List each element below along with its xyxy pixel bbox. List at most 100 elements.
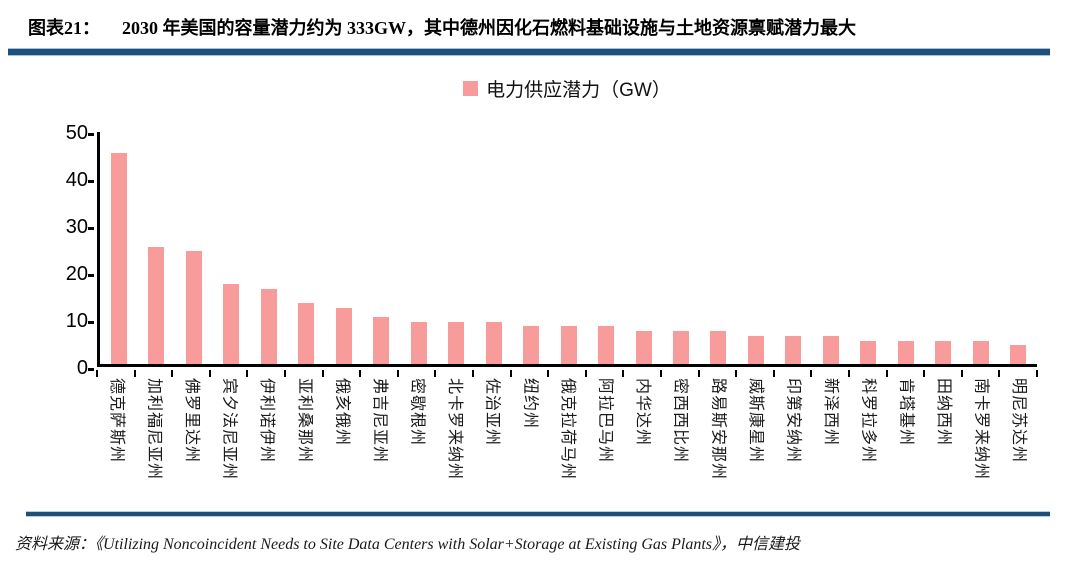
bar-slot — [212, 132, 249, 364]
bar-威斯康星州 — [747, 335, 764, 364]
y-tick-label-20: 20 — [65, 263, 88, 285]
bar-slot — [812, 132, 849, 364]
y-tick-mark — [88, 320, 94, 324]
chart-legend: 电力供应潜力（GW） — [97, 76, 1037, 101]
bar-新泽西州 — [822, 335, 839, 364]
x-label-slot: 印第安纳州 — [774, 378, 812, 516]
bar-弗吉尼亚州 — [373, 317, 390, 364]
x-label-slot: 俄克拉荷马州 — [548, 378, 586, 516]
x-label-slot: 田纳西州 — [924, 378, 962, 516]
figure-title: 图表21： 2030 年美国的容量潜力约为 333GW，其中德州因化石燃料基础设施… — [28, 16, 1058, 40]
source-note: 资料来源：《Utilizing Noncoincident Needs to S… — [15, 536, 800, 553]
bar-俄亥俄州 — [335, 307, 352, 364]
bar-slot — [662, 132, 699, 364]
bar-slot — [287, 132, 324, 364]
x-label-slot: 密歇根州 — [398, 378, 436, 516]
y-tick-mark — [88, 367, 94, 371]
y-tick-label-10: 10 — [65, 310, 88, 332]
x-tick-mark — [96, 370, 98, 377]
y-tick-label-0: 0 — [76, 357, 88, 379]
x-tick-mark — [472, 370, 474, 377]
bar-俄克拉荷马州 — [560, 326, 577, 364]
x-label-slot: 路易斯安那州 — [699, 378, 737, 516]
bar-slot — [850, 132, 887, 364]
x-tick-label-威斯康星州: 威斯康星州 — [746, 378, 764, 464]
bar-slot — [625, 132, 662, 364]
x-label-slot: 德克萨斯州 — [97, 378, 135, 516]
x-tick-label-密歇根州: 密歇根州 — [408, 378, 426, 447]
x-tick-mark — [622, 370, 625, 377]
x-tick-label-新泽西州: 新泽西州 — [822, 378, 840, 447]
x-label-slot: 弗吉尼亚州 — [360, 378, 398, 516]
x-tick-label-宾夕法尼亚州: 宾夕法尼亚州 — [220, 378, 238, 481]
x-tick-label-南卡罗来纳州: 南卡罗来纳州 — [972, 378, 990, 481]
x-tick-label-俄克拉荷马州: 俄克拉荷马州 — [558, 378, 576, 481]
x-tick-label-佛罗里达州: 佛罗里达州 — [182, 378, 200, 464]
bars — [100, 132, 1037, 364]
x-tick-mark — [171, 370, 174, 377]
bar-slot — [250, 132, 287, 364]
x-tick-mark — [434, 370, 437, 377]
bar-slot — [400, 132, 437, 364]
bar-纽约州 — [523, 326, 540, 364]
legend-label: 电力供应潜力（GW） — [486, 79, 671, 101]
bar-肯塔基州 — [897, 340, 914, 364]
bar-密西西比州 — [673, 331, 689, 364]
x-tick-label-俄亥俄州: 俄亥俄州 — [333, 378, 351, 447]
x-tick-mark — [396, 370, 399, 377]
x-label-slot: 科罗拉多州 — [849, 378, 887, 516]
x-tick-label-路易斯安那州: 路易斯安那州 — [709, 378, 727, 481]
x-label-slot: 俄亥俄州 — [323, 378, 361, 516]
bar-slot — [550, 132, 587, 364]
x-label-slot: 阿拉巴马州 — [586, 378, 624, 516]
bar-slot — [175, 132, 212, 364]
x-tick-mark — [1036, 370, 1038, 377]
x-axis-ticks — [96, 370, 1038, 377]
x-tick-mark — [584, 370, 587, 377]
x-tick-label-内华达州: 内华达州 — [634, 378, 652, 447]
bar-亚利桑那州 — [298, 302, 315, 364]
bar-slot — [587, 132, 624, 364]
bar-明尼苏达州 — [1010, 345, 1027, 364]
x-tick-label-伊利诺伊州: 伊利诺伊州 — [258, 378, 276, 464]
x-tick-label-加利福尼亚州: 加利福尼亚州 — [145, 378, 163, 481]
bar-slot — [737, 132, 774, 364]
bar-伊利诺伊州 — [260, 288, 277, 364]
x-tick-mark — [697, 370, 700, 377]
x-tick-mark — [509, 370, 512, 377]
x-label-slot: 新泽西州 — [811, 378, 849, 516]
y-tick-label-40: 40 — [65, 169, 88, 191]
bar-slot — [137, 132, 174, 364]
x-label-slot: 亚利桑那州 — [285, 378, 323, 516]
bar-chart-plot-area — [97, 132, 1037, 367]
bar-slot — [475, 132, 512, 364]
y-tick-mark — [88, 273, 94, 277]
x-label-slot: 佛罗里达州 — [172, 378, 210, 516]
figure-title-text: 2030 年美国的容量潜力约为 333GW，其中德州因化石燃料基础设施与土地资源… — [122, 18, 856, 38]
y-tick-label-50: 50 — [65, 122, 88, 144]
x-label-slot: 肯塔基州 — [886, 378, 924, 516]
x-tick-label-纽约州: 纽约州 — [521, 378, 539, 430]
x-tick-label-明尼苏达州: 明尼苏达州 — [1010, 378, 1028, 464]
bar-slot — [887, 132, 924, 364]
x-tick-label-科罗拉多州: 科罗拉多州 — [859, 378, 877, 464]
x-tick-mark — [547, 370, 550, 377]
x-tick-mark — [772, 370, 775, 377]
x-tick-mark — [998, 370, 1001, 377]
x-tick-mark — [321, 370, 324, 377]
bar-佛罗里达州 — [185, 251, 202, 364]
x-tick-mark — [885, 370, 888, 377]
bar-佐治亚州 — [485, 321, 502, 364]
bar-田纳西州 — [935, 340, 952, 364]
x-tick-mark — [848, 370, 850, 377]
x-label-slot: 密西西比州 — [661, 378, 699, 516]
x-label-slot: 宾夕法尼亚州 — [210, 378, 248, 516]
x-tick-label-阿拉巴马州: 阿拉巴马州 — [596, 378, 614, 464]
y-axis-labels: 0 10 20 30 40 50 — [38, 122, 88, 379]
y-axis-ticks — [88, 132, 94, 371]
x-label-slot: 北卡罗来纳州 — [435, 378, 473, 516]
x-label-slot: 内华达州 — [623, 378, 661, 516]
bar-slot — [925, 132, 962, 364]
bar-slot — [775, 132, 812, 364]
footer-divider-rule — [26, 511, 1050, 517]
